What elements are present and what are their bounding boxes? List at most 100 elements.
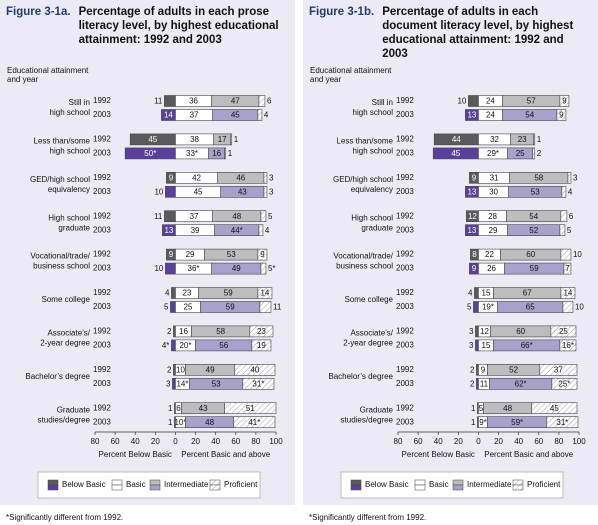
category-label: Bachelor’s degree [25,372,90,381]
value-label: 20* [179,341,191,350]
year-label: 2003 [93,341,111,350]
legend-swatch [452,484,464,491]
panel: Figure 3-1a. Percentage of adults in eac… [0,0,295,505]
value-label: 54 [525,111,534,120]
bar-segment [251,339,272,352]
year-label: 2003 [396,110,414,119]
legend-swatch [512,479,524,486]
bar-segment [560,248,572,261]
value-label: 44 [452,135,461,144]
x-tick-label: 60 [231,437,240,446]
value-label: 29 [489,226,498,235]
category-label: Some college [42,295,91,304]
value-label: 30 [489,187,498,196]
figure-label: Figure 3-1b. [309,6,375,18]
value-label: 11 [273,303,282,312]
chart-title: Percentage of adults in each prose liter… [78,6,279,46]
x-axis-label: Percent Basic and above [181,450,270,459]
year-label: 1992 [396,96,414,105]
x-tick-label: 40 [434,437,443,446]
value-label: 23 [257,327,266,336]
bar-segment [476,377,479,390]
bar-segment [550,325,577,338]
legend-swatch [209,484,221,491]
value-label: 16 [212,149,221,158]
value-label: 38 [190,135,199,144]
value-label: 28 [488,212,497,221]
category-label: Some college [345,295,394,304]
legend-swatch [512,484,524,491]
value-label: 19* [482,303,494,312]
value-label: 53 [212,379,221,388]
legend-swatch [47,484,59,491]
value-label: 66* [521,341,533,350]
bar-segment [559,224,566,236]
value-label: 15 [482,341,491,350]
legend-swatch [149,479,161,486]
column-header: Educational attainment [310,66,392,75]
value-label: 10 [176,365,185,374]
year-label: 1992 [93,250,111,259]
value-label: 54 [529,212,538,221]
year-label: 1992 [396,211,414,220]
bar-segment [234,363,276,376]
value-label: 40 [250,365,259,374]
bar-segment [170,301,176,313]
value-label: 23 [518,135,527,144]
legend-label: Below Basic [365,480,409,489]
value-label: 45 [451,149,460,158]
category-label: high school [50,108,91,117]
x-tick-label: 20 [494,437,503,446]
value-label: 31* [252,379,264,388]
x-tick-label: 40 [514,437,523,446]
panel: Figure 3-1b. Percentage of adults in eac… [303,0,598,505]
legend-swatch [414,484,426,491]
value-label: 58 [534,173,543,182]
value-label: 62* [515,379,527,388]
x-tick-label: 20 [191,437,200,446]
x-tick-label: 100 [572,437,586,446]
value-label: 1 [471,404,476,413]
value-label: 52 [509,365,518,374]
category-label: Less than/some [337,137,394,146]
value-label: 48 [232,212,241,221]
bar-segment [257,248,268,261]
value-label: 14 [563,289,572,298]
year-label: 1992 [396,403,414,412]
category-label: 2-year degree [343,339,393,348]
value-label: 17 [218,135,227,144]
legend-label: Basic [126,480,146,489]
category-label: High school [48,213,90,222]
value-label: 25* [558,379,570,388]
year-label: 2003 [396,341,414,350]
category-label: studies/degree [341,415,394,424]
header: Figure 3-1a. Percentage of adults in eac… [6,5,289,47]
year-label: 2003 [93,225,111,234]
column-header: and year [7,75,38,84]
value-label: 45 [550,404,559,413]
value-label: 37 [190,111,199,120]
category-label: Less than/some [34,137,91,146]
bar-segment [260,262,267,275]
value-label: 12 [468,212,477,221]
value-label: 31* [556,418,568,427]
value-label: 10* [174,418,186,427]
value-label: 5 [567,226,572,235]
bar-segment [165,262,176,275]
legend-swatch [47,479,59,486]
value-label: 3 [469,341,474,350]
value-label: 43 [199,404,208,413]
value-label: 60 [516,327,525,336]
value-label: 4 [568,187,573,196]
category-label: 2-year degree [40,339,90,348]
year-label: 2003 [396,225,414,234]
value-label: 1 [168,404,173,413]
value-label: 13 [164,226,173,235]
value-label: 9 [472,173,477,182]
value-label: 11 [154,212,163,221]
bar-segment [224,402,277,415]
year-label: 1992 [93,288,111,297]
category-label: equivalency [48,185,90,194]
value-label: 9* [479,418,487,427]
value-label: 59* [511,418,523,427]
